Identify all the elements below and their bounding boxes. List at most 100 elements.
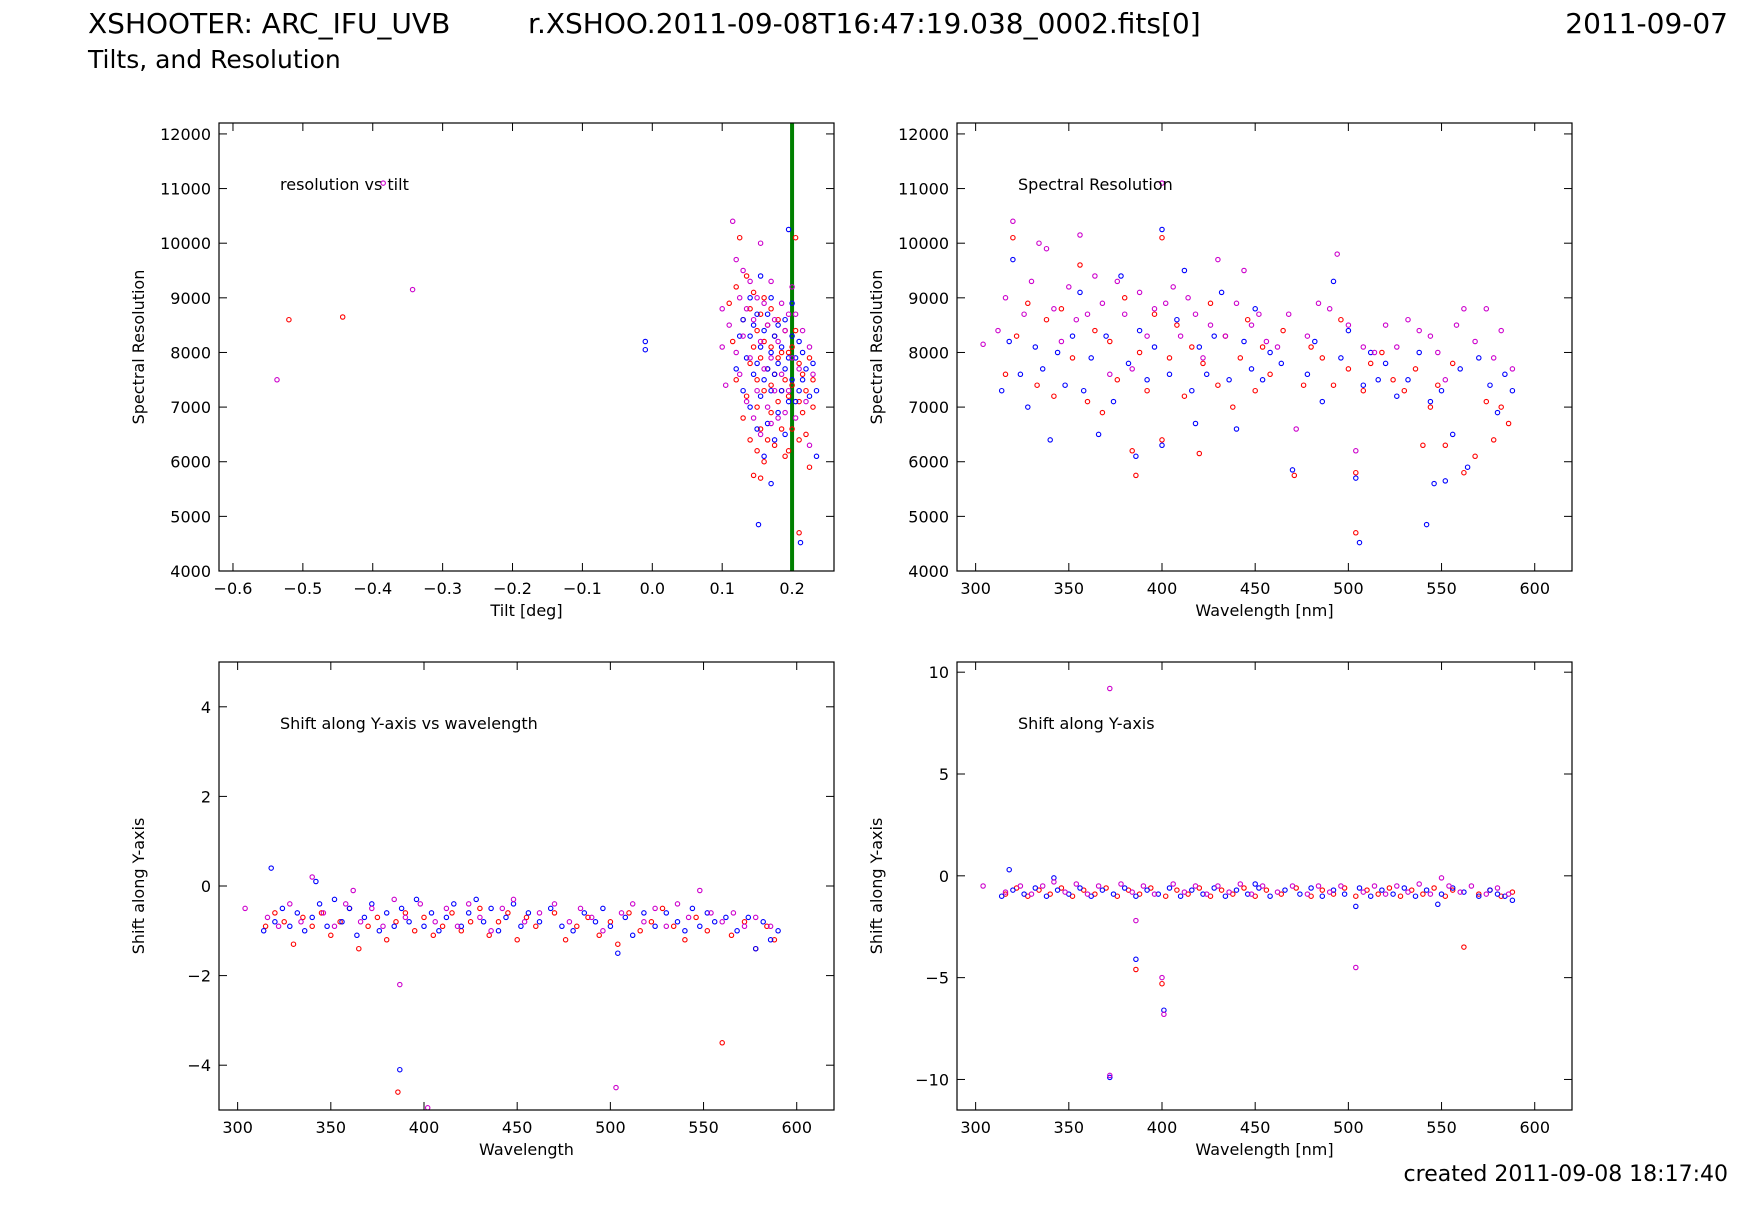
data-point (1073, 316, 1080, 323)
data-point (1453, 322, 1460, 328)
data-point (761, 387, 767, 394)
data-point (1222, 893, 1229, 899)
data-point (1185, 295, 1191, 301)
data-point (674, 901, 681, 907)
data-point (320, 910, 327, 916)
y-axis-label: Spectral Resolution (129, 270, 148, 425)
y-tick-label: −2 (187, 967, 211, 986)
data-point (533, 923, 539, 930)
data-point (409, 286, 416, 293)
x-tick-label: 550 (1426, 579, 1457, 598)
data-point (782, 409, 788, 416)
data-point (1107, 685, 1113, 692)
data-point (1505, 420, 1512, 427)
y-tick-label: 9000 (170, 289, 211, 308)
data-point (757, 475, 764, 481)
data-point (1159, 234, 1165, 241)
data-point (734, 928, 740, 934)
data-point (1483, 306, 1490, 312)
plot-annotation: Spectral Resolution (1018, 175, 1173, 194)
data-point (1263, 887, 1270, 893)
data-point (768, 382, 774, 388)
data-point (685, 914, 692, 921)
series-1 (1002, 885, 1516, 987)
data-point (1095, 883, 1102, 889)
x-tick-label: 450 (1240, 1118, 1271, 1137)
data-point (1338, 355, 1344, 361)
data-point (728, 932, 735, 939)
data-point (785, 448, 792, 454)
data-point (458, 923, 465, 930)
data-point (1166, 885, 1173, 891)
data-point (733, 256, 739, 263)
data-point (458, 928, 465, 934)
data-point (318, 910, 325, 916)
data-point (281, 919, 287, 925)
data-point (1252, 306, 1258, 312)
data-point (346, 905, 353, 912)
data-point (505, 910, 511, 916)
data-point (1360, 889, 1367, 895)
data-point (755, 521, 762, 528)
data-point (663, 923, 670, 930)
data-point (761, 453, 767, 460)
data-point (803, 431, 809, 438)
file-name: r.XSHOO.2011-09-08T16:47:19.038_0002.fit… (528, 7, 1201, 40)
y-tick-label: 10000 (160, 234, 211, 253)
data-point (719, 1040, 725, 1046)
data-point (1371, 349, 1378, 356)
data-point (1103, 333, 1109, 339)
data-point (264, 914, 271, 921)
data-point (1353, 475, 1359, 481)
series-2 (998, 226, 1516, 546)
data-point (1435, 382, 1441, 388)
data-point (778, 300, 785, 307)
data-point (380, 923, 386, 930)
data-point (1442, 442, 1449, 449)
data-point (397, 1066, 403, 1073)
data-point (1047, 437, 1053, 443)
data-point (1338, 883, 1344, 889)
data-point (1386, 885, 1393, 891)
data-point (1326, 889, 1333, 895)
data-point (365, 923, 371, 930)
data-point (1121, 295, 1128, 301)
data-point (1121, 885, 1128, 891)
data-point (1151, 306, 1158, 312)
data-point (1472, 338, 1478, 345)
data-point (559, 923, 565, 930)
data-point (339, 919, 345, 925)
data-point (803, 387, 809, 394)
data-point (413, 896, 420, 903)
y-tick-label: 10000 (898, 234, 949, 253)
data-point (1088, 355, 1094, 361)
data-point (615, 941, 621, 947)
data-point (1319, 398, 1326, 405)
data-point (324, 923, 330, 930)
data-point (454, 923, 461, 930)
data-point (697, 923, 703, 930)
data-point (778, 349, 785, 356)
x-tick-label: 500 (595, 1118, 626, 1137)
data-point (374, 914, 381, 921)
x-axis-label: Wavelength [nm] (1195, 601, 1333, 620)
data-point (1062, 382, 1068, 388)
data-point (1464, 464, 1471, 470)
y-tick-label: 7000 (908, 398, 949, 417)
data-point (1375, 891, 1381, 897)
data-point (1300, 382, 1307, 388)
data-point (1345, 322, 1352, 328)
data-point (1092, 327, 1098, 334)
data-point (1280, 327, 1286, 334)
data-point (796, 398, 802, 405)
data-point (1155, 891, 1162, 897)
data-point (268, 865, 274, 871)
y-tick-label: 12000 (898, 125, 949, 144)
data-point (523, 914, 530, 921)
data-point (1114, 278, 1121, 285)
data-point (729, 218, 736, 225)
data-point (1077, 232, 1083, 238)
data-point (1315, 883, 1322, 889)
data-point (1110, 398, 1117, 405)
x-axis-label: Wavelength [nm] (1195, 1140, 1333, 1159)
